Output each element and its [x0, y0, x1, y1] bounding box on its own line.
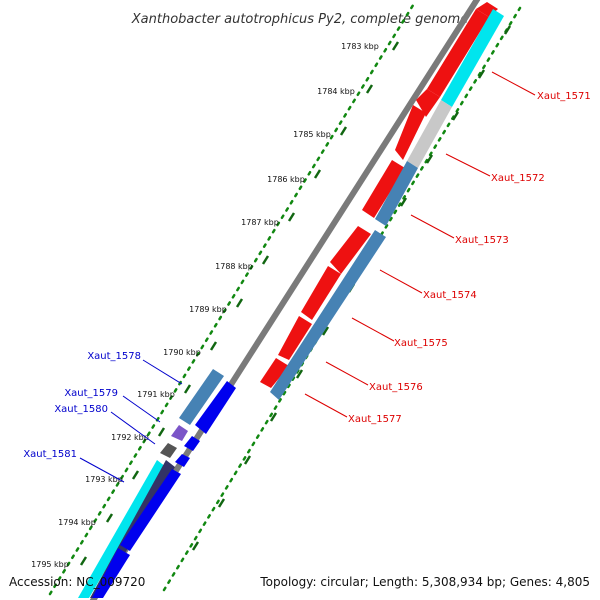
gene-label-xaut-1574[interactable]: Xaut_1574 — [423, 290, 477, 301]
kbp-label: 1790 kbp — [163, 348, 201, 357]
kbp-label: 1784 kbp — [317, 87, 355, 96]
leader-line — [491, 71, 536, 96]
kbp-label: 1795 kbp — [31, 560, 69, 569]
gene-label-xaut-1575[interactable]: Xaut_1575 — [394, 338, 448, 349]
kbp-label: 1793 kbp — [85, 475, 123, 484]
gene-label-xaut-1571[interactable]: Xaut_1571 — [537, 91, 591, 102]
outer-tick — [503, 25, 512, 35]
leader-line — [142, 359, 183, 385]
outer-tick — [399, 197, 408, 207]
leader-line — [325, 361, 369, 386]
kbp-label: 1787 kbp — [241, 218, 279, 227]
forward-cds-block — [260, 358, 289, 388]
leader-line — [110, 411, 156, 445]
kbp-label: 1786 kbp — [267, 175, 305, 184]
forward-strand-cds — [260, 2, 498, 388]
gene-label-xaut-1577[interactable]: Xaut_1577 — [348, 414, 402, 425]
outer-tick — [451, 111, 460, 121]
leader-line — [410, 214, 455, 239]
forward-annotated-cds — [270, 9, 504, 400]
outer-tick — [425, 154, 434, 164]
cds-xaut-1572 — [407, 100, 452, 168]
forward-cds-block — [330, 226, 371, 274]
gene-label-xaut-1576[interactable]: Xaut_1576 — [369, 382, 423, 393]
outer-tick — [269, 412, 278, 422]
cds-xaut-1580 — [160, 443, 177, 458]
cds-xaut-1574-1577 — [270, 230, 386, 400]
outer-tick — [295, 369, 304, 379]
forward-leader-lines — [304, 71, 536, 418]
reverse-blue-cds — [92, 548, 130, 598]
reverse-blue-cds — [175, 454, 190, 467]
reverse-blue-cds — [120, 469, 181, 551]
cds-xaut-1571 — [441, 9, 504, 107]
cds-xaut-1581 — [78, 460, 166, 598]
inner-tick — [105, 513, 114, 523]
genome-summary-text: Topology: circular; Length: 5,308,934 bp… — [259, 575, 590, 589]
outer-ring-ticks — [191, 25, 512, 551]
reverse-strand-cds — [78, 369, 236, 598]
outer-tick — [321, 326, 330, 336]
reverse-blue-cds — [184, 436, 200, 451]
reverse-leader-lines — [79, 359, 183, 483]
inner-dotted-ring — [48, 0, 417, 596]
inner-tick — [183, 384, 192, 394]
gene-label-xaut-1581[interactable]: Xaut_1581 — [23, 449, 77, 460]
inner-tick — [79, 556, 88, 566]
leader-line — [79, 457, 125, 483]
forward-cds-block — [278, 316, 312, 360]
leader-line — [445, 153, 491, 177]
forward-cds-block — [301, 266, 341, 320]
cds-xaut-1579 — [171, 425, 188, 441]
gene-label-xaut-1573[interactable]: Xaut_1573 — [455, 235, 509, 246]
forward-cds-block — [416, 89, 440, 117]
gene-label-xaut-1578[interactable]: Xaut_1578 — [87, 351, 141, 362]
map-title: Xanthobacter autotrophicus Py2, complete… — [131, 12, 468, 27]
inner-tick — [365, 84, 374, 94]
outer-tick — [243, 455, 252, 465]
inner-tick — [287, 212, 296, 222]
outer-tick — [191, 541, 200, 551]
leader-line — [304, 393, 348, 418]
gene-label-xaut-1579[interactable]: Xaut_1579 — [64, 388, 118, 399]
kbp-label: 1789 kbp — [189, 305, 227, 314]
inner-tick — [209, 341, 218, 351]
leader-line — [122, 395, 161, 423]
gene-label-xaut-1580[interactable]: Xaut_1580 — [54, 404, 108, 415]
kbp-label: 1788 kbp — [215, 262, 253, 271]
leader-line — [379, 269, 423, 294]
inner-tick — [313, 169, 322, 179]
inner-tick — [391, 41, 400, 51]
forward-cds-block — [362, 160, 405, 218]
forward-cds-block — [395, 105, 426, 160]
kbp-label: 1794 kbp — [58, 518, 96, 527]
cds-xaut-1578 — [179, 369, 224, 425]
accession-text: Accession: NC_009720 — [9, 575, 145, 589]
forward-cds-block — [427, 9, 489, 97]
outer-tick — [217, 498, 226, 508]
kbp-label: 1783 kbp — [341, 42, 379, 51]
inner-tick — [157, 427, 166, 437]
gene-label-xaut-1572[interactable]: Xaut_1572 — [491, 173, 545, 184]
kbp-label: 1791 kbp — [137, 390, 175, 399]
inner-tick — [131, 470, 140, 480]
outer-tick — [477, 69, 486, 79]
leader-line — [351, 317, 395, 342]
inner-tick — [235, 298, 244, 308]
kbp-label: 1785 kbp — [293, 130, 331, 139]
inner-tick — [261, 255, 270, 265]
inner-tick — [339, 126, 348, 136]
cds-xaut-1573 — [375, 161, 418, 226]
inner-ring-ticks — [79, 41, 400, 566]
reverse-blue-cds — [195, 381, 236, 434]
kbp-label: 1792 kbp — [111, 433, 149, 442]
